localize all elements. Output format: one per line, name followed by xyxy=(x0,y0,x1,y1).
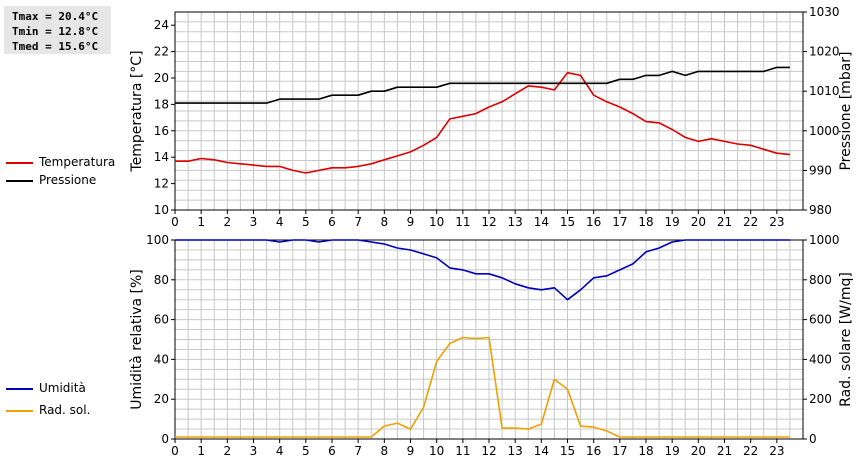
x-tick-label: 12 xyxy=(481,444,496,458)
x-tick-label: 1 xyxy=(197,215,205,229)
x-tick-label: 8 xyxy=(381,444,389,458)
x-tick-label: 13 xyxy=(508,444,523,458)
y-tick-label-left: 100 xyxy=(146,233,169,247)
x-tick-label: 12 xyxy=(481,215,496,229)
legend-label-umidita: Umidità xyxy=(39,381,86,395)
x-tick-label: 11 xyxy=(455,444,470,458)
x-tick-label: 11 xyxy=(455,215,470,229)
y-tick-label-left: 10 xyxy=(154,203,169,217)
legend-swatch-temperatura xyxy=(6,162,33,164)
x-tick-label: 5 xyxy=(302,215,310,229)
x-tick-label: 2 xyxy=(224,215,232,229)
x-tick-label: 22 xyxy=(743,215,758,229)
x-tick-label: 0 xyxy=(171,215,179,229)
x-tick-label: 23 xyxy=(769,444,784,458)
x-tick-label: 20 xyxy=(691,215,706,229)
y-tick-label-left: 20 xyxy=(154,392,169,406)
x-tick-label: 9 xyxy=(407,444,415,458)
x-tick-label: 7 xyxy=(354,444,362,458)
y-tick-label-left: 12 xyxy=(154,177,169,191)
y-tick-label-right: 800 xyxy=(809,273,832,287)
x-tick-label: 15 xyxy=(560,215,575,229)
y-tick-label-left: 80 xyxy=(154,273,169,287)
x-tick-label: 21 xyxy=(717,215,732,229)
x-tick-label: 2 xyxy=(224,444,232,458)
x-tick-label: 4 xyxy=(276,215,284,229)
y-tick-label-left: 16 xyxy=(154,124,169,138)
y-axis-label-right: Rad. solare [W/mq] xyxy=(838,272,854,407)
x-tick-label: 18 xyxy=(638,444,653,458)
x-tick-label: 9 xyxy=(407,215,415,229)
y-tick-label-right: 400 xyxy=(809,352,832,366)
x-tick-label: 16 xyxy=(586,444,601,458)
x-tick-label: 20 xyxy=(691,444,706,458)
stats-box: Tmax = 20.4°C Tmin = 12.8°C Tmed = 15.6°… xyxy=(4,6,111,54)
legend-label-rad-sol: Rad. sol. xyxy=(39,403,91,417)
legend-swatch-umidita xyxy=(6,388,33,390)
x-tick-label: 7 xyxy=(354,215,362,229)
y-tick-label-right: 1010 xyxy=(809,84,840,98)
series-line-temperatura xyxy=(175,71,790,174)
x-tick-label: 5 xyxy=(302,444,310,458)
legend-label-temperatura: Temperatura xyxy=(39,155,116,169)
x-tick-label: 13 xyxy=(508,215,523,229)
x-tick-label: 10 xyxy=(429,444,444,458)
y-tick-label-right: 0 xyxy=(809,432,817,446)
legend-label-pressione: Pressione xyxy=(39,173,97,187)
x-tick-label: 17 xyxy=(612,444,627,458)
x-tick-label: 10 xyxy=(429,215,444,229)
x-tick-label: 15 xyxy=(560,444,575,458)
x-tick-label: 17 xyxy=(612,215,627,229)
y-tick-label-right: 980 xyxy=(809,203,832,217)
x-tick-label: 4 xyxy=(276,444,284,458)
series-line-pressione xyxy=(175,66,790,104)
x-tick-label: 3 xyxy=(250,215,258,229)
x-tick-label: 6 xyxy=(328,444,336,458)
x-tick-label: 23 xyxy=(769,215,784,229)
x-tick-label: 0 xyxy=(171,444,179,458)
legend-swatch-rad-sol xyxy=(6,410,33,412)
y-axis-label-right: Pressione [mbar] xyxy=(838,51,854,170)
x-tick-label: 22 xyxy=(743,444,758,458)
y-tick-label-left: 18 xyxy=(154,97,169,111)
x-tick-label: 16 xyxy=(586,215,601,229)
x-tick-label: 3 xyxy=(250,444,258,458)
y-tick-label-right: 990 xyxy=(809,163,832,177)
x-tick-label: 18 xyxy=(638,215,653,229)
x-tick-label: 8 xyxy=(381,215,389,229)
legend-swatch-pressione xyxy=(6,180,33,182)
x-tick-label: 6 xyxy=(328,215,336,229)
y-tick-label-left: 20 xyxy=(154,71,169,85)
stat-tmed: Tmed = 15.6°C xyxy=(12,40,99,53)
y-tick-label-right: 600 xyxy=(809,313,832,327)
x-tick-label: 19 xyxy=(665,215,680,229)
stat-tmin: Tmin = 12.8°C xyxy=(12,25,99,38)
x-tick-label: 14 xyxy=(534,215,549,229)
y-tick-label-left: 40 xyxy=(154,352,169,366)
y-tick-label-right: 1020 xyxy=(809,45,840,59)
y-tick-label-right: 1000 xyxy=(809,233,840,247)
y-tick-label-left: 60 xyxy=(154,313,169,327)
x-tick-label: 14 xyxy=(534,444,549,458)
x-tick-label: 21 xyxy=(717,444,732,458)
y-axis-label-left: Umidità relativa [%] xyxy=(129,269,145,410)
y-tick-label-left: 24 xyxy=(154,18,169,32)
y-tick-label-left: 0 xyxy=(161,432,169,446)
x-tick-label: 1 xyxy=(197,444,205,458)
y-tick-label-right: 1000 xyxy=(809,124,840,138)
series-line-rad-sol xyxy=(175,336,790,438)
y-axis-label-left: Temperatura [°C] xyxy=(129,50,145,172)
y-tick-label-left: 22 xyxy=(154,45,169,59)
y-tick-label-right: 1030 xyxy=(809,5,840,19)
series-line-umidit xyxy=(175,239,790,301)
y-tick-label-left: 14 xyxy=(154,150,169,164)
x-tick-label: 19 xyxy=(665,444,680,458)
y-tick-label-right: 200 xyxy=(809,392,832,406)
stat-tmax: Tmax = 20.4°C xyxy=(12,10,99,23)
